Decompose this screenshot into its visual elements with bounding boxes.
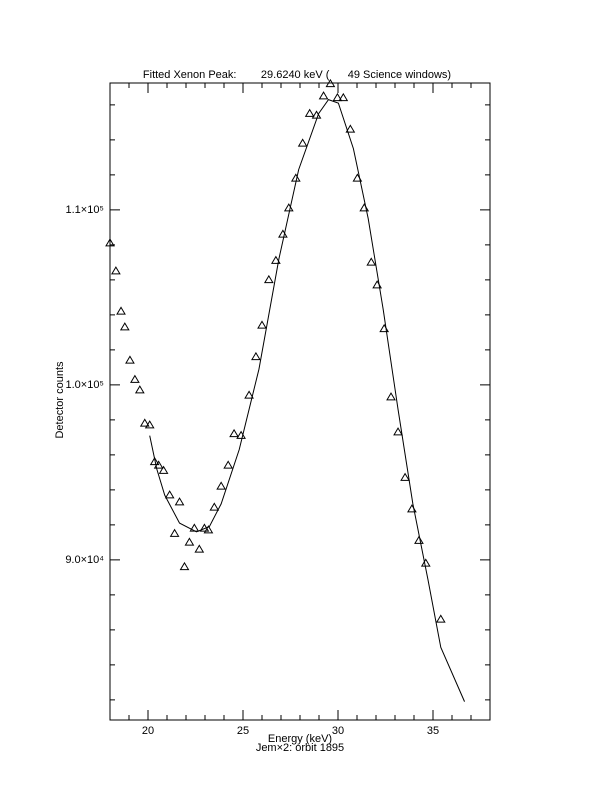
data-point bbox=[278, 229, 288, 238]
y-tick-label: 9.0×10⁴ bbox=[65, 554, 104, 566]
data-point bbox=[149, 456, 160, 466]
data-point bbox=[169, 528, 180, 537]
plot-frame bbox=[109, 82, 491, 721]
data-point bbox=[194, 544, 205, 553]
x-tick-label: 30 bbox=[332, 725, 344, 737]
data-point bbox=[270, 255, 281, 264]
data-point bbox=[111, 266, 121, 275]
data-point bbox=[263, 274, 274, 284]
data-point bbox=[400, 472, 410, 481]
data-point bbox=[386, 392, 396, 401]
data-point bbox=[366, 257, 377, 266]
data-point bbox=[318, 91, 329, 100]
data-point bbox=[119, 322, 130, 331]
data-point bbox=[244, 390, 254, 399]
data-point bbox=[139, 418, 150, 427]
data-point bbox=[338, 92, 349, 102]
y-tick-label: 1.0×10⁵ bbox=[65, 379, 104, 391]
data-point bbox=[393, 427, 403, 436]
y-axis-label: Detector counts bbox=[54, 361, 66, 439]
data-point bbox=[125, 355, 135, 364]
data-point bbox=[420, 558, 431, 567]
x-axis-label: Energy (keV) bbox=[268, 733, 332, 745]
data-point bbox=[223, 460, 234, 469]
data-point bbox=[184, 537, 195, 546]
data-point bbox=[257, 320, 267, 329]
x-tick-label: 35 bbox=[427, 725, 439, 737]
data-point bbox=[290, 173, 301, 182]
y-tick-label: 1.1×10⁵ bbox=[65, 204, 104, 216]
data-point bbox=[304, 108, 315, 117]
data-point bbox=[359, 203, 370, 212]
x-tick-label: 20 bbox=[142, 725, 154, 737]
data-point bbox=[209, 502, 220, 511]
data-point bbox=[297, 138, 308, 147]
data-point bbox=[164, 490, 175, 499]
data-point bbox=[116, 306, 126, 315]
data-point bbox=[203, 525, 214, 534]
data-point bbox=[332, 92, 343, 102]
data-point bbox=[345, 124, 356, 133]
data-point bbox=[189, 523, 200, 532]
data-point bbox=[325, 78, 336, 88]
subtitle: Jem×2: orbit 1895 bbox=[256, 742, 344, 754]
data-point bbox=[130, 374, 140, 383]
data-point bbox=[158, 465, 169, 474]
data-point bbox=[283, 203, 294, 212]
data-point bbox=[236, 430, 246, 439]
data-point bbox=[134, 385, 145, 394]
data-point bbox=[105, 238, 115, 247]
data-point bbox=[414, 535, 424, 544]
data-point bbox=[251, 351, 261, 361]
data-point bbox=[379, 323, 390, 333]
data-point bbox=[153, 460, 164, 469]
data-point bbox=[174, 497, 185, 506]
data-point bbox=[179, 561, 190, 571]
data-point bbox=[229, 428, 239, 438]
data-point bbox=[435, 614, 446, 623]
x-tick-label: 25 bbox=[237, 725, 249, 737]
fit-line bbox=[149, 99, 465, 702]
data-point bbox=[216, 481, 227, 490]
chart-title: Fitted Xenon Peak: 29.6240 keV ( 49 Scie… bbox=[143, 69, 451, 81]
data-point bbox=[144, 420, 155, 429]
